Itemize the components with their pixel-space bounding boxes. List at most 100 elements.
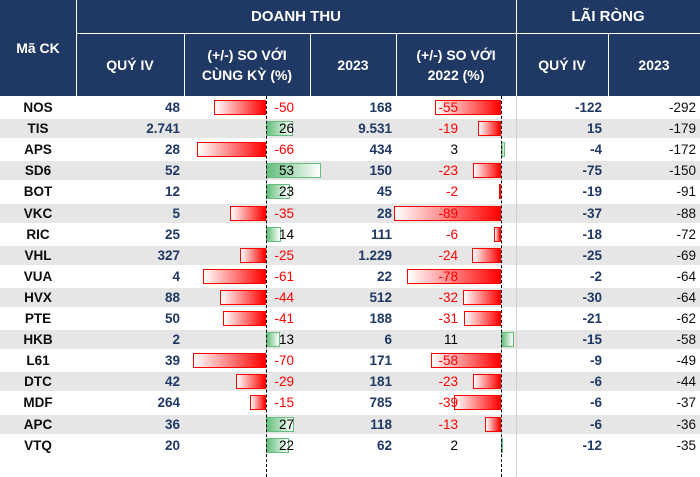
rev-q4-change-value: 23 — [278, 184, 294, 200]
rev-year-change-bar — [463, 311, 501, 326]
rev-year-change-bar — [394, 205, 501, 221]
zero-axis-year — [501, 96, 502, 477]
profit-year-cell: -35 — [676, 437, 696, 453]
ticker-cell: BOT — [23, 184, 53, 200]
rev-q4-cell: 4 — [172, 268, 180, 284]
rev-year-change-value: -13 — [438, 416, 458, 432]
rev-q4-cell: 20 — [164, 437, 180, 453]
rev-q4-change-value: 22 — [278, 437, 294, 453]
rev-q4-cell: 25 — [164, 226, 180, 242]
profit-year-cell: -172 — [668, 142, 696, 158]
ticker-cell: RIC — [26, 226, 50, 242]
table-row: MDF 264 -15 785 -39 -6 -37 — [0, 393, 700, 412]
table-row: BOT 12 23 45 -2 -19 -91 — [0, 182, 700, 201]
rev-q4-change-value: -15 — [274, 395, 294, 411]
rev-year-cell: 111 — [370, 226, 392, 242]
rev-q4-change-bar — [193, 353, 266, 369]
rev-q4-cell: 39 — [164, 353, 180, 369]
rev-year-cell: 168 — [369, 100, 392, 115]
profit-q4-cell: -12 — [582, 437, 602, 453]
profit-q4-cell: -2 — [589, 268, 602, 284]
profit-q4-cell: 15 — [586, 121, 602, 137]
rev-q4-cell: 28 — [164, 142, 180, 158]
rev-q4-cell: 50 — [164, 311, 180, 326]
profit-year-cell: -64 — [676, 289, 696, 305]
rev-year-change-bar — [407, 268, 501, 284]
rev-q4-change-bar — [240, 247, 266, 263]
rev-q4-cell: 52 — [164, 163, 180, 179]
rev-year-cell: 150 — [369, 163, 392, 179]
ticker-cell: PTE — [24, 311, 52, 326]
rev-q4-change-bar — [235, 374, 266, 390]
ticker-cell: SD6 — [24, 163, 52, 179]
rev-q4-change-value: -29 — [274, 374, 294, 390]
rev-year-change-value: -78 — [438, 268, 458, 284]
profit-year-cell: -37 — [676, 395, 696, 411]
rev-q4-cell: 264 — [157, 395, 180, 411]
profit-year-cell: -91 — [676, 184, 696, 200]
profit-year-cell: -150 — [668, 163, 696, 179]
revenue-group-header: DOANH THU — [76, 0, 516, 33]
profit-year-cell: -64 — [676, 268, 696, 284]
ticker-cell: VUA — [23, 268, 53, 284]
table-row: PTE 50 -41 188 -31 -21 -62 — [0, 309, 700, 328]
header-divider — [310, 33, 311, 96]
profit-q4-cell: -75 — [582, 163, 602, 179]
header-divider — [516, 0, 517, 96]
profit-q4-header: QUÝ IV — [516, 33, 608, 96]
profit-q4-cell: -15 — [582, 332, 602, 348]
rev-year-change-bar — [462, 289, 501, 305]
profit-year-cell: -72 — [676, 226, 696, 242]
table-row: VKC 5 -35 28 -89 -37 -88 — [0, 203, 700, 223]
rev-year-cell: 22 — [376, 268, 392, 284]
rev-year-cell: 434 — [369, 142, 392, 158]
rev-year-change-value: -24 — [438, 247, 458, 263]
rev-q4-header: QUÝ IV — [76, 33, 184, 96]
rev-year-header: 2023 — [310, 33, 396, 96]
rev-year-chg-header: (+/-) SO VỚI 2022 (%) — [396, 33, 516, 96]
header-divider — [184, 33, 185, 96]
rev-year-change-bar — [501, 332, 515, 348]
rev-q4-change-bar — [197, 142, 266, 158]
table-row: NOS 48 -50 168 -55 -122 -292 — [0, 98, 700, 117]
table-row: L61 39 -70 171 -58 -9 -49 — [0, 351, 700, 370]
profit-q4-cell: -18 — [582, 226, 602, 242]
rev-q4-change-bar — [214, 100, 266, 115]
rev-q4-cell: 48 — [164, 100, 180, 115]
rev-q4-change-value: -35 — [274, 205, 294, 221]
rev-year-change-bar — [498, 184, 501, 200]
profit-q4-cell: -19 — [582, 184, 602, 200]
rev-year-change-bar — [478, 121, 501, 137]
rev-q4-change-value: -61 — [274, 268, 294, 284]
profit-group-header: LÃI RÒNG — [516, 0, 700, 33]
profit-year-cell: -44 — [676, 374, 696, 390]
table-row: VTQ 20 22 62 2 -12 -35 — [0, 436, 700, 455]
profit-year-cell: -49 — [676, 353, 696, 369]
ticker-cell: VTQ — [24, 437, 52, 453]
ticker-header: Mã CK — [0, 0, 76, 96]
rev-year-change-value: -32 — [438, 289, 458, 305]
header-divider — [396, 33, 397, 96]
table-row: HKB 2 13 6 11 -15 -58 — [0, 330, 700, 350]
rev-q4-change-value: -25 — [274, 247, 294, 263]
rev-q4-change-bar — [202, 268, 266, 284]
profit-year-cell: -62 — [676, 311, 696, 326]
profit-year-cell: -69 — [676, 247, 696, 263]
ticker-cell: APS — [24, 142, 52, 158]
ticker-cell: MDF — [23, 395, 53, 411]
zero-axis-q4 — [266, 96, 267, 477]
profit-year-header: 2023 — [608, 33, 700, 96]
rev-year-change-bar — [493, 226, 501, 242]
rev-q4-change-value: -70 — [274, 353, 294, 369]
profit-year-cell: -36 — [676, 416, 696, 432]
table-row: APS 28 -66 434 3 -4 -172 — [0, 140, 700, 159]
profit-year-cell: -88 — [676, 205, 696, 221]
rev-year-change-bar — [454, 395, 501, 411]
header-divider — [76, 0, 77, 96]
profit-year-cell: -179 — [668, 121, 696, 137]
rev-year-change-value: -89 — [438, 205, 458, 221]
rev-q4-cell: 327 — [157, 247, 180, 263]
rev-year-change-value: -58 — [438, 353, 458, 369]
table-row: SD6 52 53 150 -23 -75 -150 — [0, 161, 700, 181]
